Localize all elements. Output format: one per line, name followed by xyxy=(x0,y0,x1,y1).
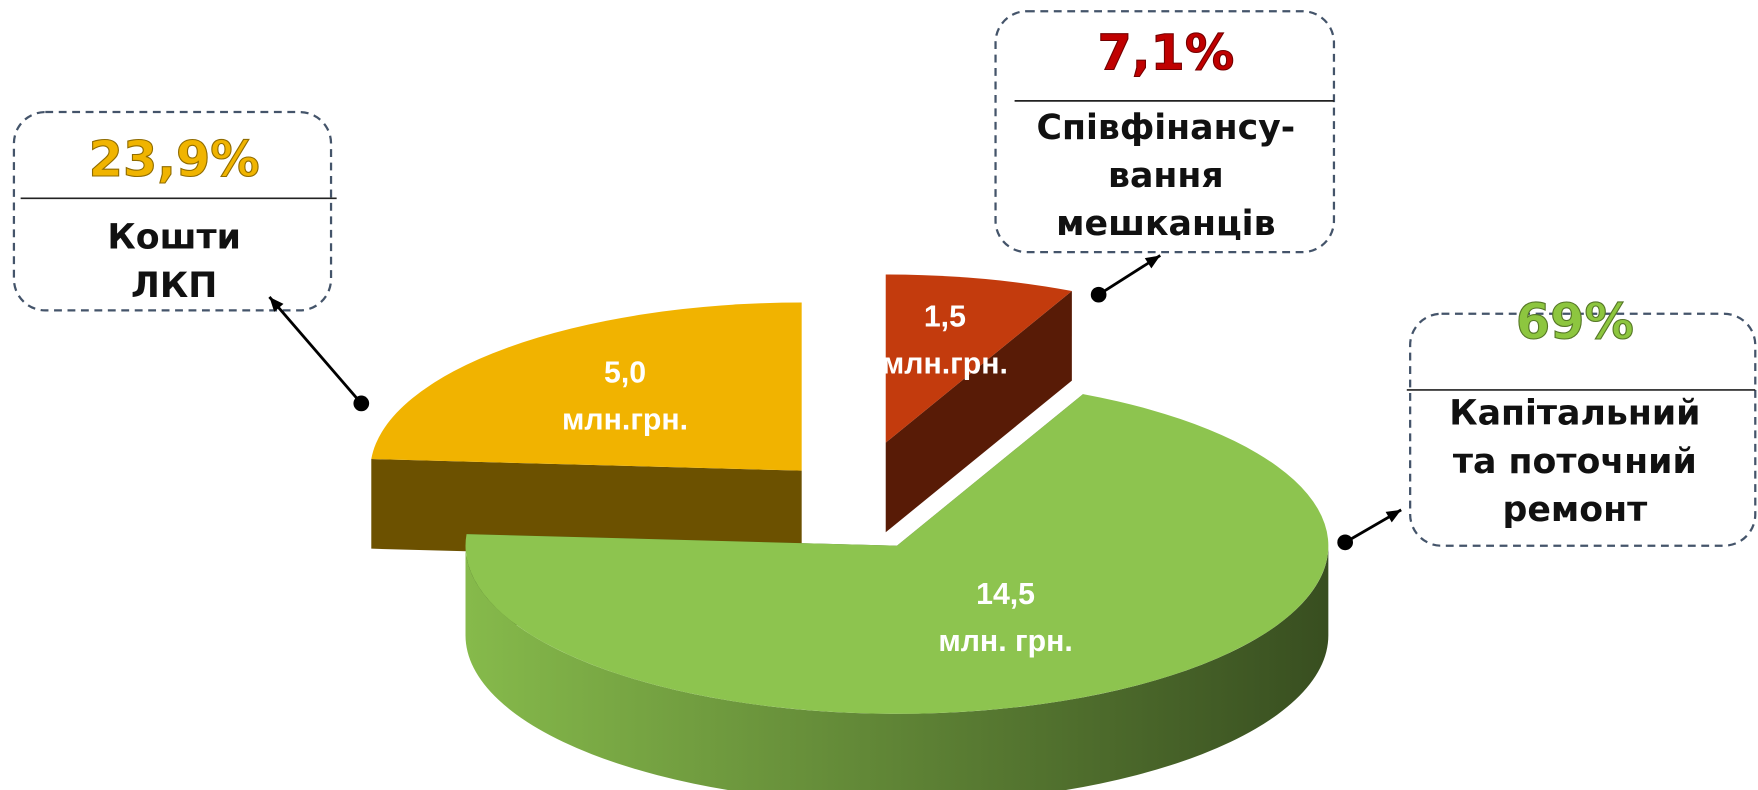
slice: 1,5 млн.грн. xyxy=(882,274,1072,533)
category-label: та поточний xyxy=(1453,442,1697,482)
callout-dot xyxy=(1090,286,1107,303)
callout-box xyxy=(1409,312,1757,547)
amount-label: млн. грн. xyxy=(938,625,1072,658)
amount-label: 5,0 xyxy=(604,356,646,389)
percent-label: 7,1% xyxy=(1097,24,1234,82)
slice-top xyxy=(371,302,802,471)
category-label: мешканців xyxy=(1056,204,1275,244)
callout-box xyxy=(994,10,1336,254)
percent-label: 69% xyxy=(1516,292,1634,350)
category-label: Капітальний xyxy=(1449,394,1700,434)
slice-top xyxy=(465,394,1329,714)
amount-label: млн.грн. xyxy=(882,348,1008,381)
callout-arrowhead xyxy=(1385,509,1402,523)
amount-label: 1,5 xyxy=(924,301,966,334)
callout-arrowhead xyxy=(1144,255,1161,269)
callout-arrow xyxy=(268,296,363,405)
category-label: ЛКП xyxy=(131,266,217,306)
callout-dot xyxy=(1337,534,1353,551)
slice: 5,0 млн.грн. xyxy=(371,302,802,561)
amount-label: млн.грн. xyxy=(562,404,688,437)
percent-label: 23,9% xyxy=(89,130,260,188)
callout-arrowhead xyxy=(269,296,284,312)
slice: 14,5 млн. грн. xyxy=(465,394,1329,790)
category-label: Кошти xyxy=(107,218,241,258)
slice-cut-face xyxy=(885,290,1072,533)
category-label: ремонт xyxy=(1502,490,1647,530)
category-label: вання xyxy=(1108,156,1224,196)
slice-wall xyxy=(465,545,1329,790)
amount-label: 14,5 xyxy=(976,578,1035,611)
category-label: Співфінансу- xyxy=(1037,108,1296,148)
slice-top xyxy=(885,274,1072,443)
callout-box xyxy=(12,110,333,312)
callout-dot xyxy=(353,395,370,412)
